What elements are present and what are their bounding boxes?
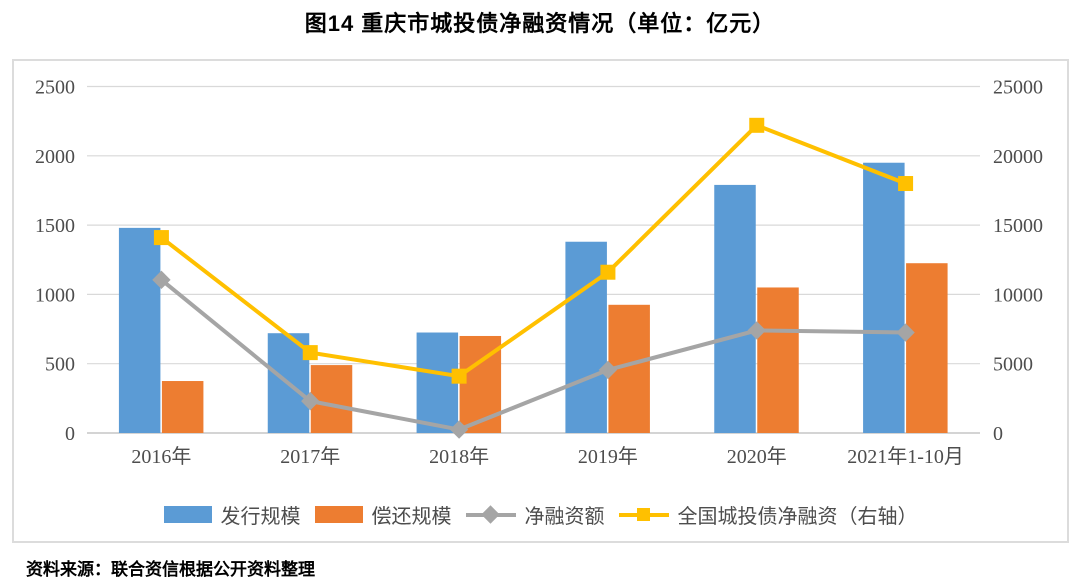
svg-text:2017年: 2017年 — [280, 445, 340, 468]
svg-text:20000: 20000 — [993, 146, 1043, 168]
chart-legend: 发行规模 偿还规模 净融资额 全国城投债净融资（右轴） — [14, 500, 1067, 529]
svg-text:2016年: 2016年 — [131, 445, 191, 468]
legend-item-issuance: 发行规模 — [163, 500, 301, 529]
svg-text:0: 0 — [993, 423, 1003, 445]
legend-item-repayment: 偿还规模 — [314, 500, 452, 529]
source-note: 资料来源：联合资信根据公开资料整理 — [26, 560, 315, 579]
chart-plot-area: 0500100015002000250005000100001500020000… — [35, 77, 1043, 469]
diamond-marker-icon — [480, 505, 500, 524]
svg-text:2000: 2000 — [35, 146, 75, 168]
chart-container: 0 500 1000 1500 2000 2500 0 5000 10000 15000 20000… — [12, 59, 1069, 543]
chart-title: 图14 重庆市城投债净融资情况（单位：亿元） — [304, 11, 776, 36]
svg-text:1500: 1500 — [35, 215, 75, 237]
legend-label-issuance: 发行规模 — [220, 506, 301, 528]
svg-text:2018年: 2018年 — [429, 445, 489, 468]
svg-text:2500: 2500 — [35, 77, 75, 99]
legend-item-net-financing: 净融资额 — [465, 500, 605, 529]
svg-text:0: 0 — [65, 423, 75, 445]
net-financing-line-swatch — [465, 505, 516, 524]
svg-text:10000: 10000 — [993, 284, 1043, 306]
legend-label-net-financing: 净融资额 — [524, 506, 605, 528]
repayment-color-swatch — [314, 506, 363, 523]
svg-text:500: 500 — [45, 354, 75, 376]
svg-text:2019年: 2019年 — [578, 445, 638, 468]
svg-text:2020年: 2020年 — [727, 445, 787, 468]
legend-item-national-net-financing: 全国城投债净融资（右轴） — [618, 500, 918, 529]
svg-text:2021年1-10月: 2021年1-10月 — [847, 445, 964, 468]
svg-text:5000: 5000 — [993, 354, 1033, 376]
legend-label-national-net-financing: 全国城投债净融资（右轴） — [677, 506, 918, 528]
svg-text:15000: 15000 — [993, 215, 1043, 237]
legend-label-repayment: 偿还规模 — [371, 506, 452, 528]
svg-text:25000: 25000 — [993, 77, 1043, 99]
svg-text:1000: 1000 — [35, 284, 75, 306]
national-net-financing-line-swatch — [618, 506, 669, 523]
issuance-color-swatch — [163, 506, 212, 523]
square-marker-icon — [636, 508, 650, 521]
